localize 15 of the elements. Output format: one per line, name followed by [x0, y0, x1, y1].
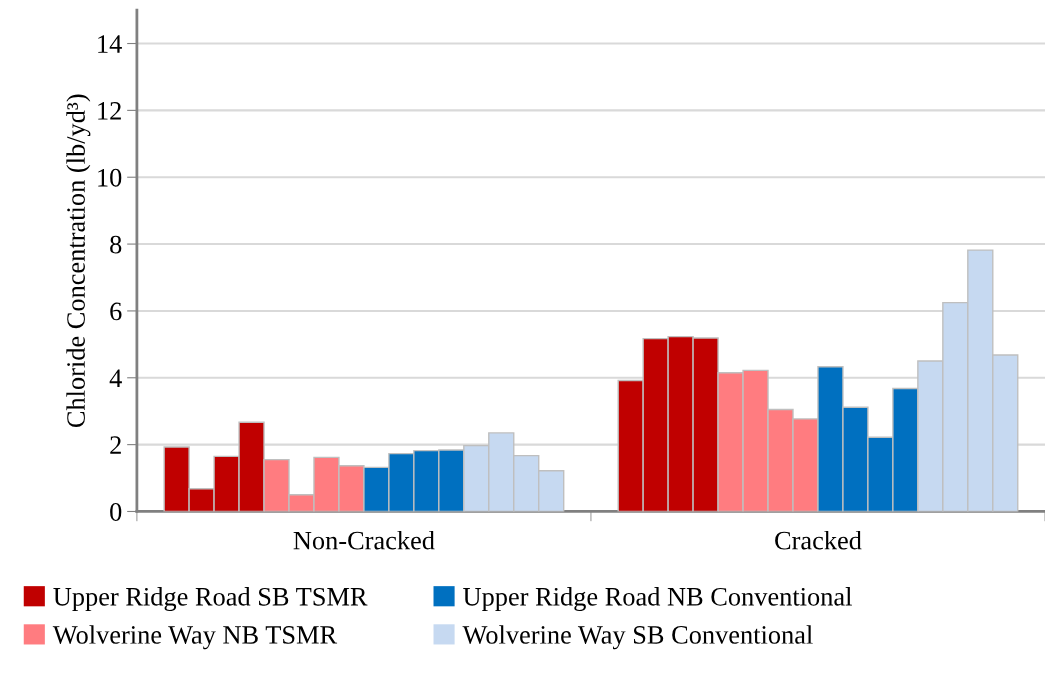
- legend-label: Upper Ridge Road SB TSMR: [53, 587, 368, 612]
- y-tick-label: 8: [110, 235, 122, 254]
- y-tick-label: 12: [98, 102, 121, 120]
- y-tick-label: 14: [98, 35, 122, 53]
- y-tick-label: 6: [110, 302, 122, 321]
- x-tick-label: Non-Cracked: [293, 530, 435, 550]
- y-axis-title: Chloride Concentration (lb/yd³): [66, 94, 91, 428]
- y-tick-label: 4: [109, 369, 122, 387]
- legend-label: Wolverine Way SB Conventional: [462, 625, 813, 650]
- y-tick-label: 2: [110, 436, 121, 454]
- y-tick-label: 0: [110, 503, 122, 521]
- legend-label: Wolverine Way NB TSMR: [52, 625, 338, 650]
- y-tick-label: 10: [98, 168, 122, 187]
- legend-label: Upper Ridge Road NB Conventional: [463, 587, 852, 612]
- x-tick-label: Cracked: [775, 530, 862, 550]
